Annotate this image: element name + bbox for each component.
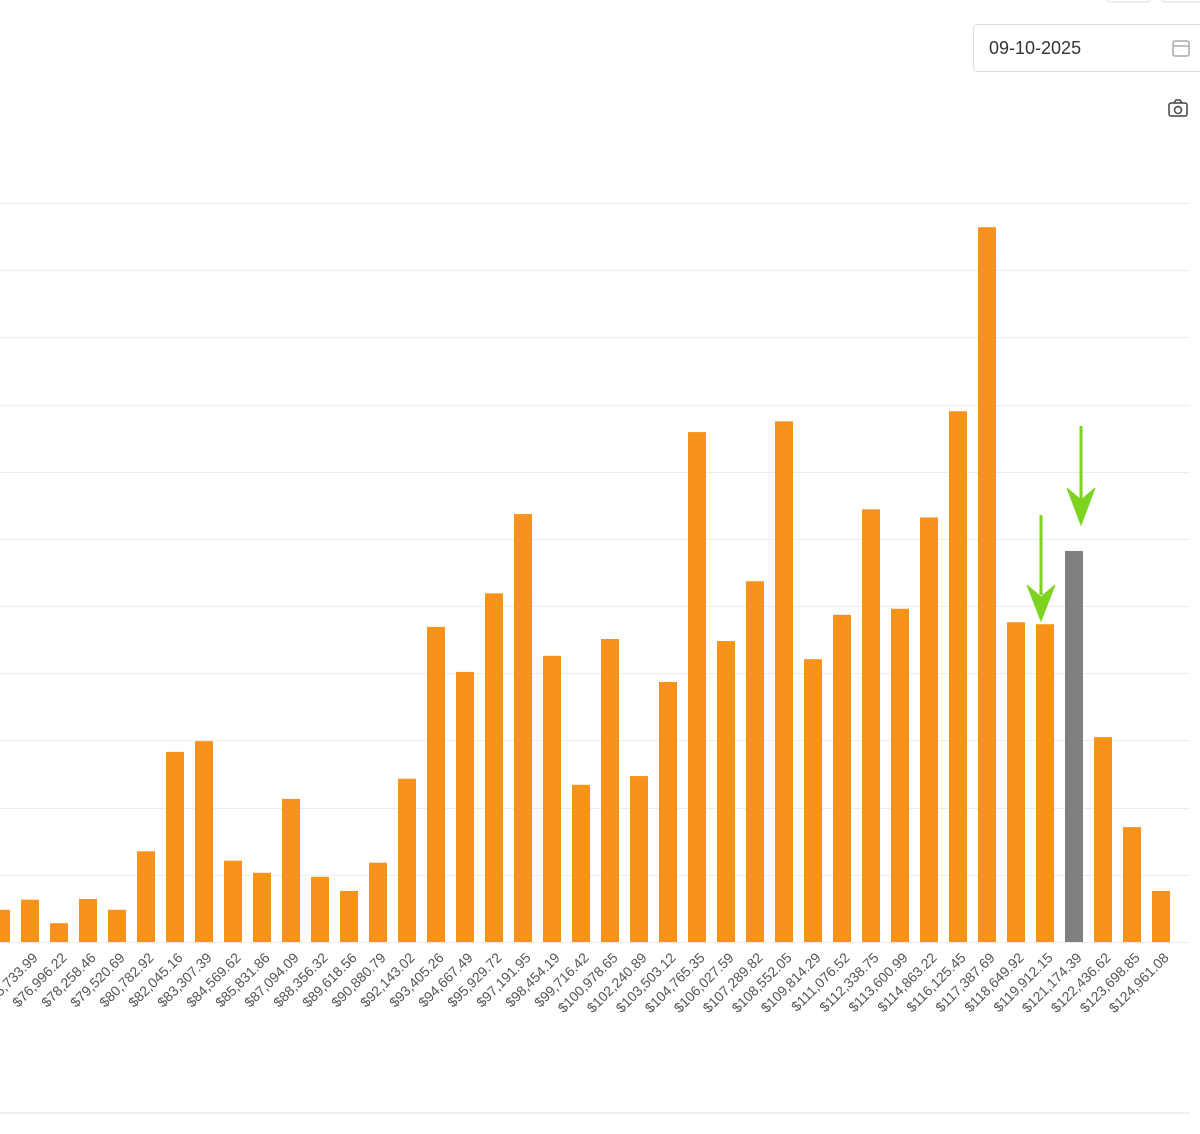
bar: [79, 899, 97, 942]
bar: [775, 421, 793, 942]
calendar-icon[interactable]: [1172, 40, 1190, 57]
bar: [1094, 737, 1112, 942]
bar: [398, 778, 416, 942]
bar: [137, 851, 155, 942]
bar: [0, 909, 10, 942]
bar: [659, 682, 677, 942]
bar: [920, 517, 938, 942]
bar: [891, 608, 909, 942]
bar: [456, 671, 474, 942]
bar: [311, 876, 329, 942]
bar: [601, 639, 619, 942]
bar: [108, 909, 126, 942]
bar: [1036, 624, 1054, 942]
bar: [1007, 622, 1025, 942]
date-value: 09-10-2025: [989, 38, 1081, 58]
bar: [949, 411, 967, 942]
bar: [369, 862, 387, 942]
bar: [50, 923, 68, 942]
bar: [717, 641, 735, 942]
toolbar-button[interactable]: [1161, 0, 1200, 3]
bar: [1123, 827, 1141, 942]
bar: [688, 432, 706, 942]
bar: [282, 798, 300, 942]
camera-icon[interactable]: [1168, 99, 1188, 117]
bar: [833, 614, 851, 942]
annotation-arrow: [1026, 515, 1056, 623]
bar: [572, 784, 590, 942]
bar: [746, 581, 764, 942]
bar: [340, 890, 358, 942]
bar: [253, 872, 271, 942]
bar: [978, 227, 996, 943]
bar: [166, 751, 184, 942]
bar: [514, 514, 532, 942]
bar: [1065, 551, 1083, 942]
bar: [224, 860, 242, 942]
bar: [1152, 890, 1170, 942]
bar: [804, 659, 822, 942]
bar: [195, 741, 213, 942]
bar: [427, 626, 445, 942]
toolbar-button[interactable]: [1107, 0, 1151, 3]
bar: [630, 776, 648, 942]
annotation-arrow: [1066, 426, 1096, 527]
bar: [543, 655, 561, 942]
date-input[interactable]: [973, 24, 1200, 72]
bar: [21, 899, 39, 942]
bar: [485, 593, 503, 942]
bar: [862, 509, 880, 942]
